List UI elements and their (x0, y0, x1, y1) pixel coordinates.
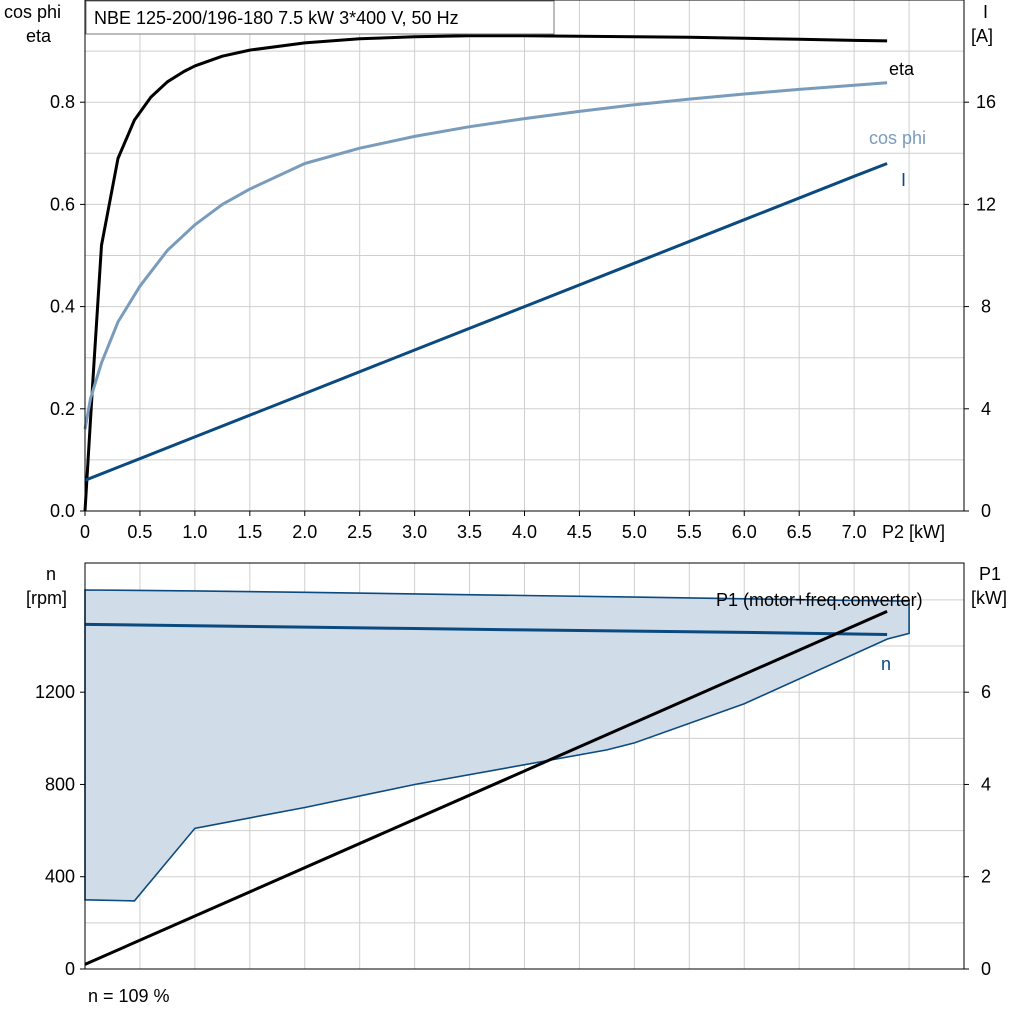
p1-curve-label: P1 (motor+freq.converter) (716, 590, 923, 610)
x-tick-label: 0 (80, 522, 90, 542)
x-tick-label: 5.5 (677, 522, 702, 542)
left-tick-label: 0 (65, 959, 75, 979)
title-box (85, 0, 555, 35)
x-tick-label: 4.0 (512, 522, 537, 542)
x-tick-label: 0.5 (127, 522, 152, 542)
cos-phi-curve-label: cos phi (869, 128, 926, 148)
right-tick-label: 4 (981, 774, 991, 794)
left-tick-label: 0.2 (50, 399, 75, 419)
left-tick-label: 0.0 (50, 501, 75, 521)
x-tick-label: 7.0 (842, 522, 867, 542)
top-left-axis-label-bottom: eta (26, 26, 52, 46)
x-tick-label: 6.0 (732, 522, 757, 542)
x-tick-label: 6.5 (787, 522, 812, 542)
eta-curve (83, 34, 888, 512)
bottom-right-axis-label-bottom: [kW] (971, 588, 1007, 608)
top-series (83, 34, 888, 512)
top-ticks: 0.0 0.2 0.4 0.6 0.8 0 4 8 12 16 0 0.5 1.0 1.5 2.0 2.5 3.… (50, 92, 996, 542)
right-tick-label: 8 (981, 297, 991, 317)
x-tick-label: 1.5 (237, 522, 262, 542)
right-tick-label: 16 (976, 92, 996, 112)
bottom-left-axis-label-top: n (46, 564, 56, 584)
speed-curve-label: n (881, 654, 891, 674)
current-curve (84, 162, 888, 482)
bottom-panel: 0 400 800 1200 0 2 4 6 n [rpm] P1 [kW] P1 (moto… (26, 562, 1007, 979)
x-tick-label: 2.5 (347, 522, 372, 542)
chart-title: NBE 125-200/196-180 7.5 kW 3*400 V, 50 H… (94, 8, 459, 28)
left-tick-label: 800 (45, 774, 75, 794)
speed-curve (84, 622, 888, 636)
speed-percentage-note: n = 109 % (88, 986, 170, 1006)
bottom-right-axis-label-top: P1 (979, 564, 1001, 584)
top-right-axis-label-bottom: [A] (971, 26, 993, 46)
right-tick-label: 6 (981, 682, 991, 702)
current-curve-label: I (901, 170, 906, 190)
x-tick-label: 3.5 (457, 522, 482, 542)
x-tick-label: 2.0 (292, 522, 317, 542)
x-tick-label: 1.0 (182, 522, 207, 542)
bottom-panel-frame (84, 562, 965, 970)
p1-curve (84, 610, 888, 966)
right-tick-label: 2 (981, 867, 991, 887)
left-tick-label: 0.4 (50, 297, 75, 317)
top-panel: 0.0 0.2 0.4 0.6 0.8 0 4 8 12 16 0 0.5 1.0 1.5 2.0 2.5 3.… (4, 0, 996, 542)
left-tick-label: 400 (45, 867, 75, 887)
right-tick-label: 4 (981, 399, 991, 419)
cos-phi-curve (83, 81, 888, 430)
x-tick-label: 5.0 (622, 522, 647, 542)
right-tick-label: 0 (981, 501, 991, 521)
right-tick-label: 12 (976, 194, 996, 214)
x-axis-label: P2 [kW] (882, 522, 945, 542)
right-tick-label: 0 (981, 959, 991, 979)
bottom-left-axis-label-bottom: [rpm] (26, 588, 67, 608)
x-tick-label: 4.5 (567, 522, 592, 542)
top-right-axis-label-top: I (983, 2, 988, 22)
eta-curve-label: eta (889, 59, 915, 79)
x-tick-label: 3.0 (402, 522, 427, 542)
bottom-ticks: 0 400 800 1200 0 2 4 6 (35, 682, 991, 979)
left-tick-label: 0.6 (50, 194, 75, 214)
top-grid (85, 0, 964, 511)
operating-envelope (84, 589, 910, 902)
top-left-axis-label-top: cos phi (4, 2, 61, 22)
left-tick-label: 0.8 (50, 92, 75, 112)
left-tick-label: 1200 (35, 682, 75, 702)
bottom-series (84, 589, 910, 966)
